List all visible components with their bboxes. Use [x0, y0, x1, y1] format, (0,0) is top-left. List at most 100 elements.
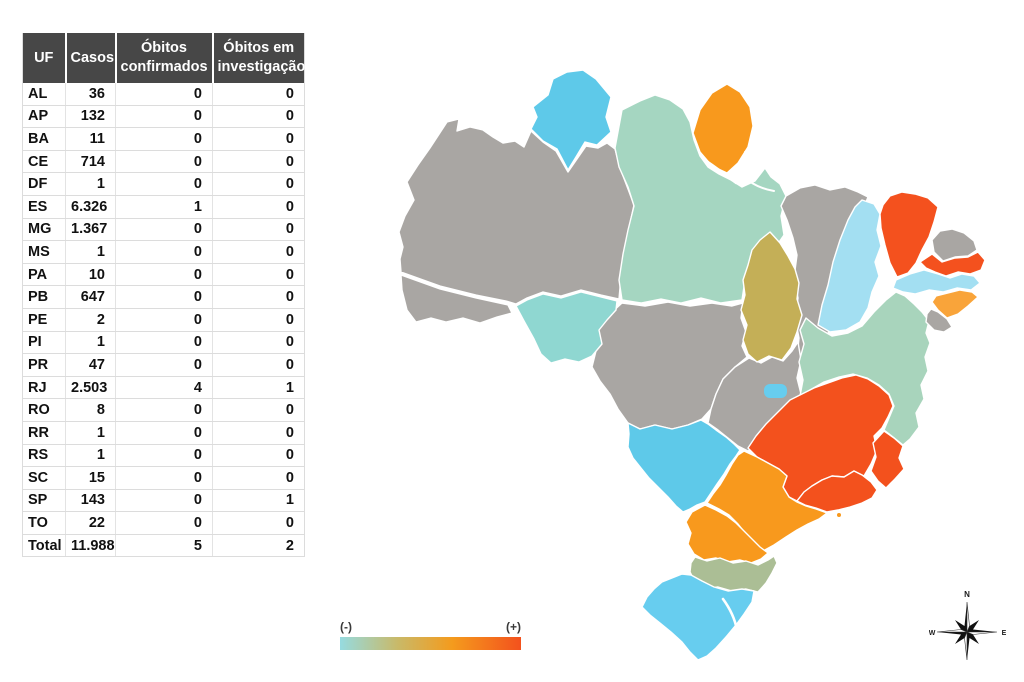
cell-value: 0: [115, 172, 213, 196]
cell-value: 0: [212, 105, 305, 129]
cell-value: 0: [115, 105, 213, 129]
cell-value: 6.326: [65, 195, 116, 219]
cell-value: 0: [115, 511, 213, 535]
cell-value: 22: [65, 511, 116, 535]
state-rj[interactable]: [796, 470, 878, 513]
cell-uf: PR: [22, 353, 66, 377]
header-obitos-investigacao: Óbitos em investigação: [211, 33, 305, 83]
legend-gradient-bar: [340, 637, 521, 650]
state-ro[interactable]: [515, 291, 618, 364]
cell-value: 0: [212, 127, 305, 151]
compass-rose: N W E: [929, 590, 1007, 661]
cell-value: 0: [212, 398, 305, 422]
cell-value: 0: [115, 308, 213, 332]
state-es[interactable]: [870, 430, 905, 489]
table-row: RS 1 0 0: [22, 444, 305, 468]
table-row: DF 1 0 0: [22, 172, 305, 196]
cell-uf: AP: [22, 105, 66, 129]
cell-value: 0: [115, 240, 213, 264]
state-ac[interactable]: [400, 274, 513, 324]
cell-value: 2.503: [65, 376, 116, 400]
table-row: PA 10 0 0: [22, 263, 305, 287]
cell-value: 2: [212, 534, 305, 558]
state-rn[interactable]: [931, 228, 978, 262]
cell-value: 36: [65, 83, 116, 106]
rs-coastal-lagoon: [721, 597, 739, 632]
table-row: SC 15 0 0: [22, 466, 305, 490]
table-row: CE 714 0 0: [22, 150, 305, 174]
cell-value: 1.367: [65, 218, 116, 242]
cell-uf: PI: [22, 331, 66, 355]
cell-value: 10: [65, 263, 116, 287]
state-ce[interactable]: [879, 191, 939, 278]
cell-value: 714: [65, 150, 116, 174]
state-pb[interactable]: [919, 251, 986, 277]
cell-value: 47: [65, 353, 116, 377]
cell-value: 0: [115, 489, 213, 513]
table-row: BA 11 0 0: [22, 127, 305, 151]
table-row: MS 1 0 0: [22, 240, 305, 264]
cell-value: 1: [65, 172, 116, 196]
cell-value: 0: [115, 285, 213, 309]
cell-value: 1: [65, 421, 116, 445]
cell-uf: MS: [22, 240, 66, 264]
cell-value: 0: [115, 83, 213, 106]
amazon-estuary-channel: [741, 151, 748, 187]
table-row: PI 1 0 0: [22, 331, 305, 355]
state-sp[interactable]: [706, 450, 828, 552]
cell-value: 0: [212, 285, 305, 309]
cell-value: 0: [212, 83, 305, 106]
cell-uf: SP: [22, 489, 66, 513]
cell-uf: ES: [22, 195, 66, 219]
table-row: PE 2 0 0: [22, 308, 305, 332]
legend-min-label: (-): [340, 620, 352, 634]
cell-uf: DF: [22, 172, 66, 196]
header-casos: Casos: [64, 33, 116, 83]
state-am[interactable]: [398, 118, 635, 305]
cell-value: 1: [65, 240, 116, 264]
cell-uf: Total: [22, 534, 66, 558]
cell-uf: TO: [22, 511, 66, 535]
cell-value: 0: [115, 127, 213, 151]
cell-value: 11: [65, 127, 116, 151]
state-pi[interactable]: [817, 199, 882, 333]
sp-coast-island: [837, 513, 841, 517]
cell-value: 0: [212, 195, 305, 219]
state-se[interactable]: [925, 308, 953, 333]
table-row: AP 132 0 0: [22, 105, 305, 129]
cell-uf: PA: [22, 263, 66, 287]
state-rr[interactable]: [530, 69, 612, 171]
color-scale-legend: (-) (+): [340, 621, 521, 650]
cell-uf: RS: [22, 444, 66, 468]
cases-by-state-table: UF Casos Óbitos confirmados Óbitos em in…: [22, 33, 305, 558]
cell-value: 0: [212, 331, 305, 355]
cell-value: 8: [65, 398, 116, 422]
state-pe[interactable]: [892, 269, 981, 295]
cell-uf: BA: [22, 127, 66, 151]
cell-value: 0: [212, 511, 305, 535]
header-uf: UF: [22, 33, 66, 83]
state-rs[interactable]: [641, 573, 755, 661]
cell-value: 0: [212, 172, 305, 196]
cell-value: 0: [115, 263, 213, 287]
cell-value: 2: [65, 308, 116, 332]
state-df[interactable]: [764, 384, 787, 398]
cell-uf: PE: [22, 308, 66, 332]
state-ms[interactable]: [627, 419, 741, 513]
compass-north-label: N: [964, 590, 970, 599]
table-row: PB 647 0 0: [22, 285, 305, 309]
table-row: PR 47 0 0: [22, 353, 305, 377]
state-mt[interactable]: [590, 301, 748, 430]
legend-max-label: (+): [506, 620, 521, 634]
state-al[interactable]: [931, 289, 979, 319]
cell-value: 0: [212, 218, 305, 242]
state-to[interactable]: [740, 231, 803, 363]
cell-uf: MG: [22, 218, 66, 242]
cell-value: 132: [65, 105, 116, 129]
table-row: TO 22 0 0: [22, 511, 305, 535]
amazon-estuary-channel: [751, 182, 775, 192]
cell-value: 15: [65, 466, 116, 490]
table-row: AL 36 0 0: [22, 83, 305, 106]
table-row: SP 143 0 1: [22, 489, 305, 513]
